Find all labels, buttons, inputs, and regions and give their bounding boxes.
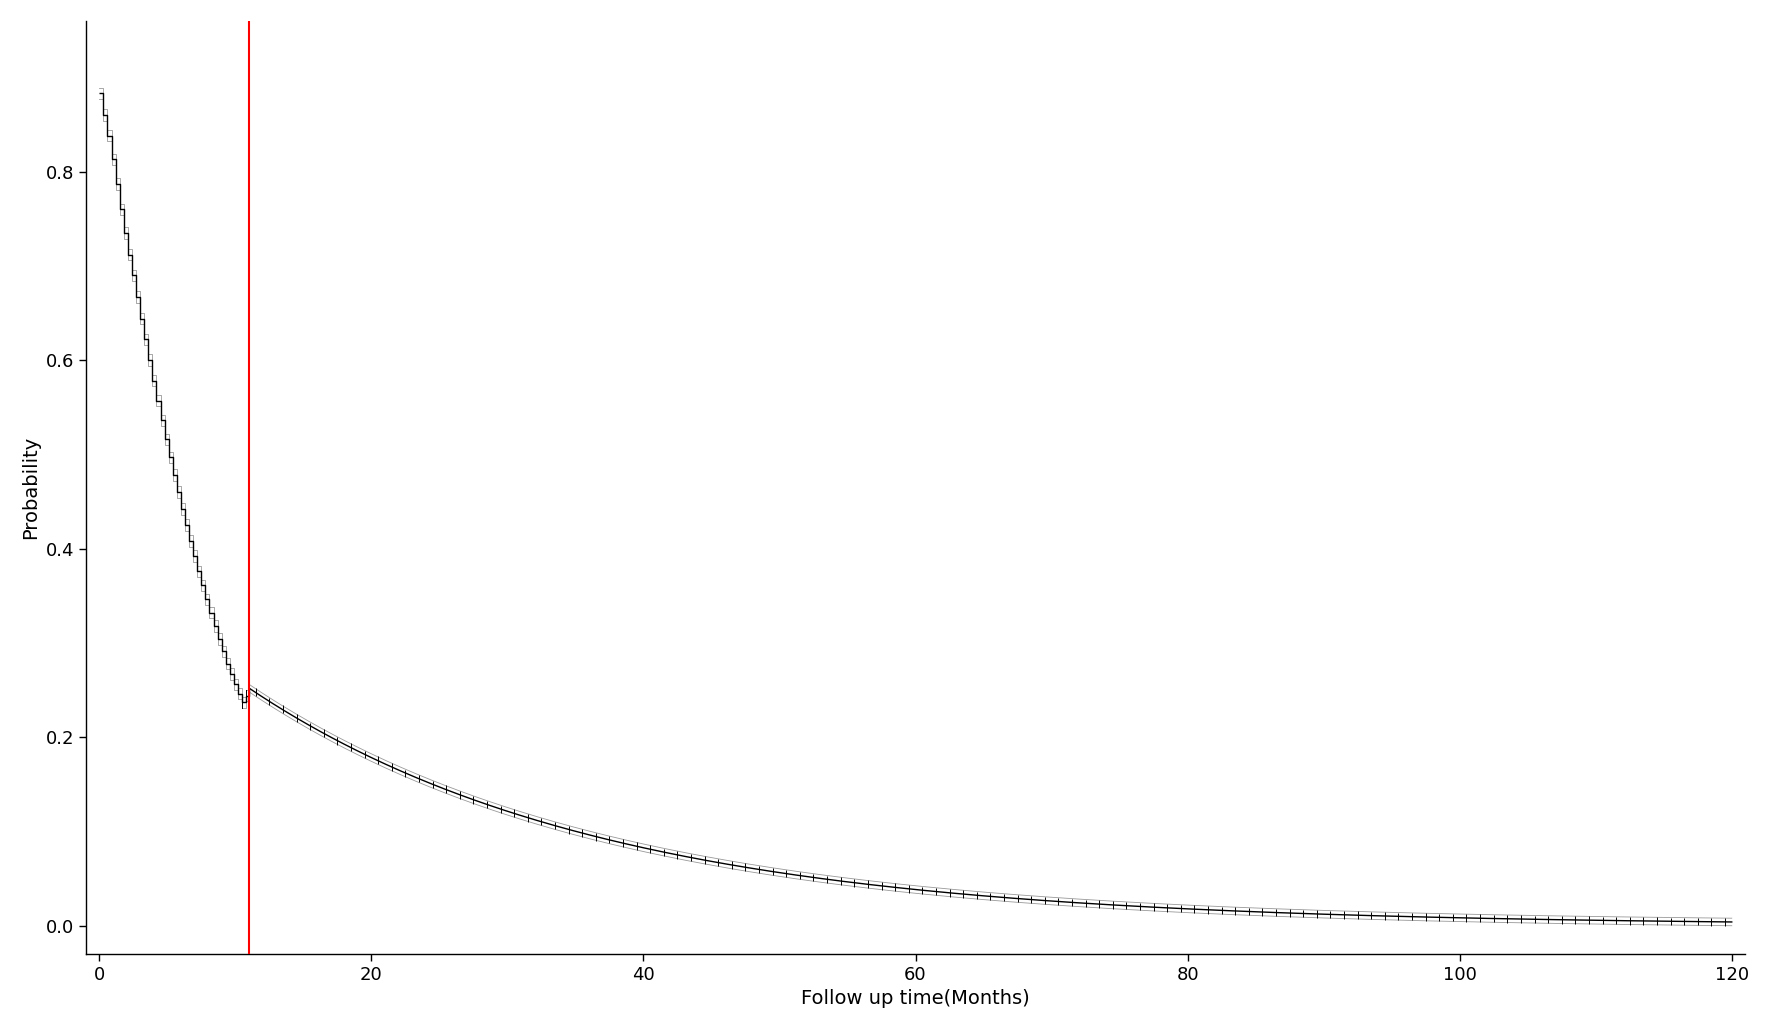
Y-axis label: Probability: Probability [21,435,39,539]
X-axis label: Follow up time(Months): Follow up time(Months) [801,989,1030,1008]
